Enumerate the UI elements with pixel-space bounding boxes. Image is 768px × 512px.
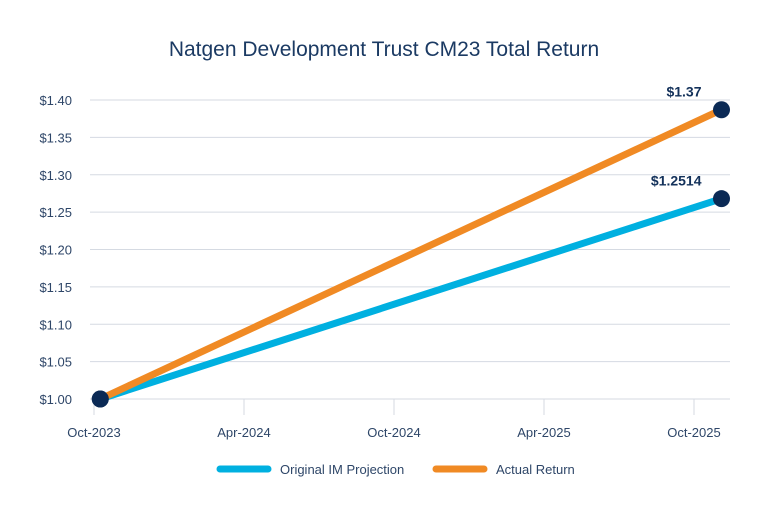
series-line-0 (96, 195, 725, 403)
y-tick-label: $1.00 (39, 392, 72, 407)
legend-label: Original IM Projection (280, 462, 404, 477)
data-point-marker (713, 190, 730, 208)
data-point-marker (713, 101, 730, 119)
x-axis: Oct-2023 Apr-2024 Oct-2024 Apr-2025 Oct-2025 (67, 399, 721, 440)
x-tick-label: Apr-2025 (517, 425, 570, 440)
y-tick-label: $1.15 (39, 280, 72, 295)
y-tick-label: $1.10 (39, 317, 72, 332)
data-label: $1.2514 (651, 173, 702, 189)
y-tick-label: $1.35 (39, 130, 72, 145)
grid (90, 99, 730, 400)
chart-title: Natgen Development Trust CM23 Total Retu… (169, 38, 599, 61)
x-tick-label: Oct-2023 (67, 425, 120, 440)
data-point-marker (91, 390, 109, 408)
data-label: $1.37 (666, 84, 701, 100)
x-tick-label: Oct-2025 (667, 425, 720, 440)
legend: Original IM Projection Actual Return (216, 462, 575, 477)
legend-label: Actual Return (496, 462, 575, 477)
y-tick-label: $1.30 (39, 168, 72, 183)
series-group: $1.2514 $1.37 (91, 84, 730, 408)
x-tick-label: Apr-2024 (217, 425, 270, 440)
y-tick-label: $1.05 (39, 355, 72, 370)
series-line-1 (96, 106, 725, 403)
y-axis: $1.00 $1.05 $1.10 $1.15 $1.20 $1.25 $1.30 $1.35… (39, 93, 72, 407)
y-tick-label: $1.20 (39, 243, 72, 258)
y-tick-label: $1.25 (39, 205, 72, 220)
x-tick-label: Oct-2024 (367, 425, 420, 440)
y-tick-label: $1.40 (39, 93, 72, 108)
